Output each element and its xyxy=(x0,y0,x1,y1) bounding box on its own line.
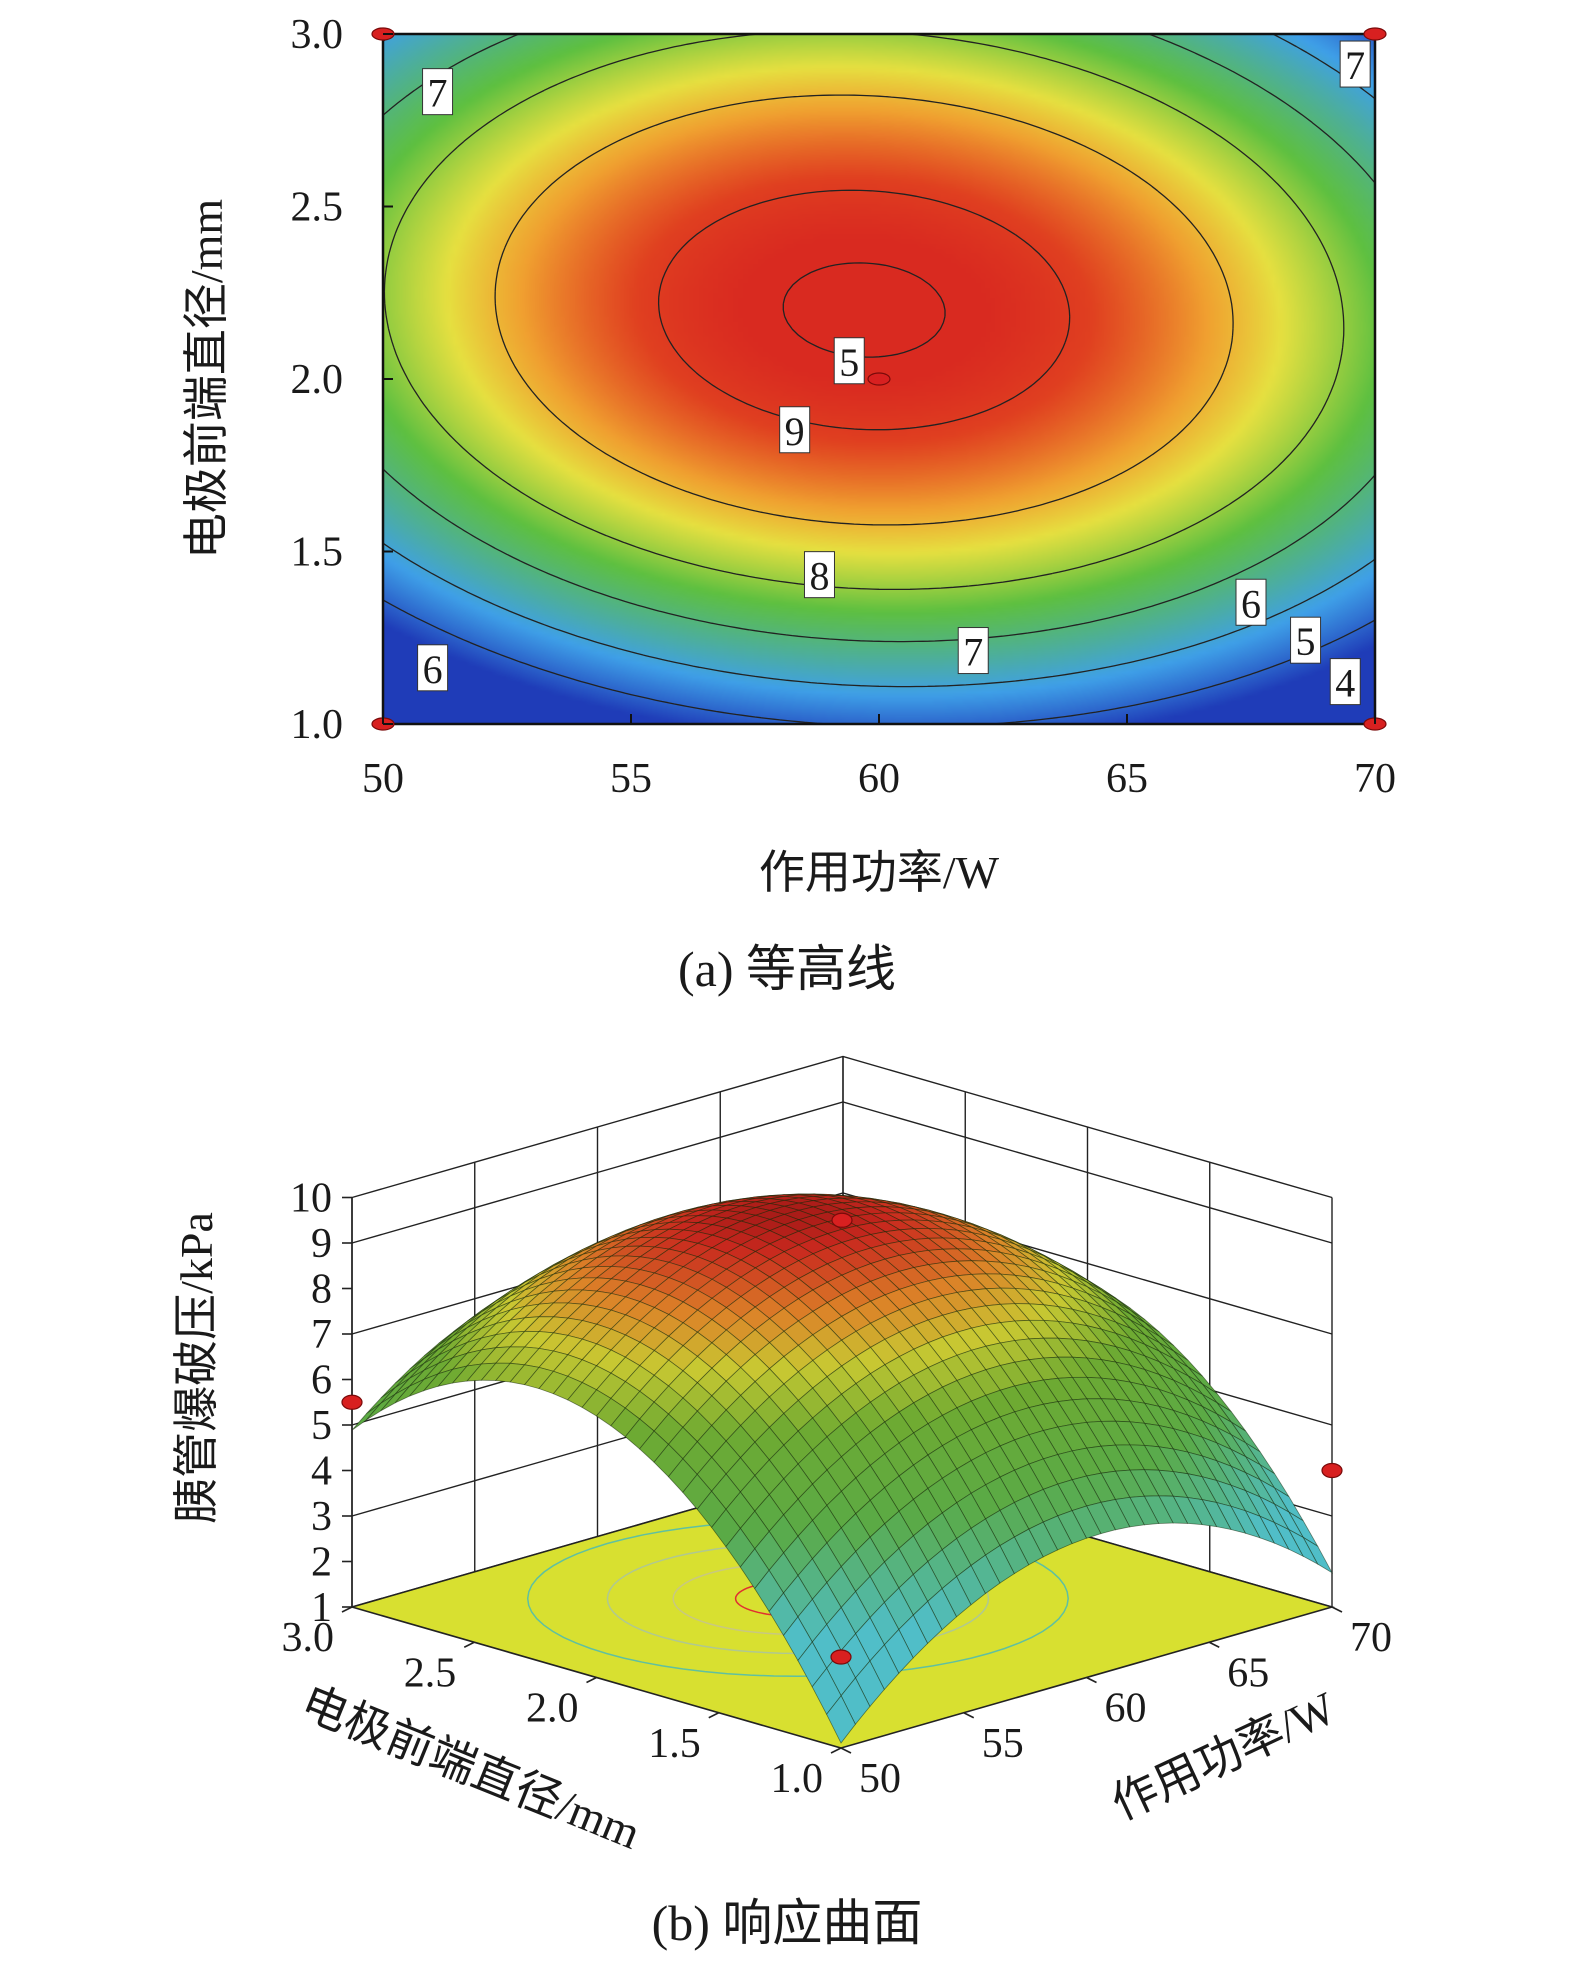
surface-z-axis-label: 胰管爆破压/kPa xyxy=(171,1212,222,1524)
surface-x-tick-label: 70 xyxy=(1350,1615,1392,1661)
surface-design-point xyxy=(831,1212,853,1228)
contour-lines xyxy=(382,33,1376,725)
surface-y-tick-label: 2.5 xyxy=(404,1650,457,1696)
surface-z-tick-label: 2 xyxy=(311,1540,332,1586)
surface-y-tick xyxy=(463,1641,475,1648)
contour-y-tick-label: 3.0 xyxy=(291,12,344,58)
surface-x-tick-label: 65 xyxy=(1227,1650,1269,1696)
contour-x-tick-label: 50 xyxy=(362,756,404,802)
design-point xyxy=(1363,27,1387,41)
surface-z-tick-label: 8 xyxy=(311,1267,332,1313)
contour-line-9 xyxy=(657,189,1071,431)
surface-design-point xyxy=(1321,1462,1343,1479)
surface-cell xyxy=(826,1694,856,1744)
contour-y-tick-label: 1.0 xyxy=(291,702,344,748)
surface-y-tick xyxy=(341,1606,353,1613)
surface-x-tick xyxy=(840,1747,852,1754)
surface-y-tick-label: 1.5 xyxy=(648,1721,701,1767)
contour-label: 4 xyxy=(1335,661,1355,706)
back-wall-gridline xyxy=(351,1101,1333,1244)
surface-x-tick xyxy=(1086,1676,1097,1684)
contour-x-axis-label: 作用功率/W xyxy=(759,847,1000,898)
surface-x-tick-label: 55 xyxy=(982,1721,1024,1767)
surface-z-tick-label: 7 xyxy=(311,1312,332,1358)
surface-x-tick xyxy=(1208,1641,1220,1648)
caption-a: (a) 等高线 xyxy=(678,941,896,997)
surface-z-tick-label: 5 xyxy=(311,1403,332,1449)
surface-x-tick xyxy=(1331,1606,1343,1613)
contour-y-tick-label: 2.0 xyxy=(291,357,344,403)
contour-line-6 xyxy=(382,33,1376,643)
contour-label-box xyxy=(1339,40,1371,88)
contour-label-box xyxy=(1329,658,1361,706)
surface-x-tick-label: 60 xyxy=(1105,1686,1147,1732)
contour-x-tick-label: 55 xyxy=(610,756,652,802)
surface-x-tick xyxy=(963,1712,975,1719)
contour-label-box xyxy=(1290,616,1322,664)
surface-z-tick-label: 6 xyxy=(311,1358,332,1404)
contour-label-box xyxy=(417,644,449,692)
surface-design-points xyxy=(341,1212,1343,1665)
contour-line-4 xyxy=(382,33,1376,725)
contour-label: 5 xyxy=(1296,619,1316,664)
surface-y-tick xyxy=(708,1712,720,1719)
contour-y-axis-label: 电极前端直径/mm xyxy=(181,199,232,560)
contour-label: 6 xyxy=(423,647,443,692)
surface-y-tick-label: 1.0 xyxy=(771,1756,824,1802)
contour-axes: 50 55 60 65 701.01.52.02.53.0 xyxy=(291,12,1397,802)
contour-label-box xyxy=(957,627,989,675)
contour-label: 7 xyxy=(963,630,983,675)
caption-b: (b) 响应曲面 xyxy=(652,1895,923,1951)
contour-label-box xyxy=(833,337,865,385)
surface-z-tick-label: 4 xyxy=(311,1449,332,1495)
surface-z-tick-label: 3 xyxy=(311,1494,332,1540)
contour-design-points xyxy=(371,27,1387,731)
surface-z-tick-label: 1 xyxy=(311,1585,332,1631)
contour-y-tick-label: 2.5 xyxy=(291,185,344,231)
contour-label: 9 xyxy=(785,409,805,454)
contour-label-box xyxy=(803,551,835,599)
contour-label: 7 xyxy=(428,71,448,116)
surface-design-point xyxy=(830,1649,852,1665)
box-top-edge xyxy=(351,1055,1333,1199)
contour-x-tick-label: 65 xyxy=(1106,756,1148,802)
surface-y-tick-label: 3.0 xyxy=(282,1615,335,1661)
surface-y-tick xyxy=(586,1676,597,1684)
contour-label: 8 xyxy=(809,554,829,599)
contour-label: 7 xyxy=(1345,43,1365,88)
surface-y-tick xyxy=(830,1747,842,1754)
design-point xyxy=(867,372,891,386)
surface-design-point xyxy=(341,1394,363,1410)
contour-y-tick-label: 1.5 xyxy=(291,530,344,576)
contour-label-box xyxy=(779,406,811,454)
surface-z-tick-label: 10 xyxy=(290,1176,332,1222)
contour-line-8 xyxy=(494,94,1234,526)
contour-label: 5 xyxy=(839,340,859,385)
contour-label-box xyxy=(422,68,454,116)
response-surface-mesh xyxy=(351,1193,1334,1744)
surface-z-tick-label: 9 xyxy=(311,1221,332,1267)
surface-x-tick-label: 50 xyxy=(859,1756,901,1802)
contour-x-tick-label: 60 xyxy=(858,756,900,802)
contour-label-box xyxy=(1235,578,1267,626)
contour-x-tick-label: 70 xyxy=(1354,756,1396,802)
surface-y-tick-label: 2.0 xyxy=(526,1686,579,1732)
back-wall-gridline xyxy=(351,1192,1333,1335)
surface-y-axis-label: 电极前端直径/mm xyxy=(294,1676,647,1858)
contour-label: 6 xyxy=(1241,581,1261,626)
